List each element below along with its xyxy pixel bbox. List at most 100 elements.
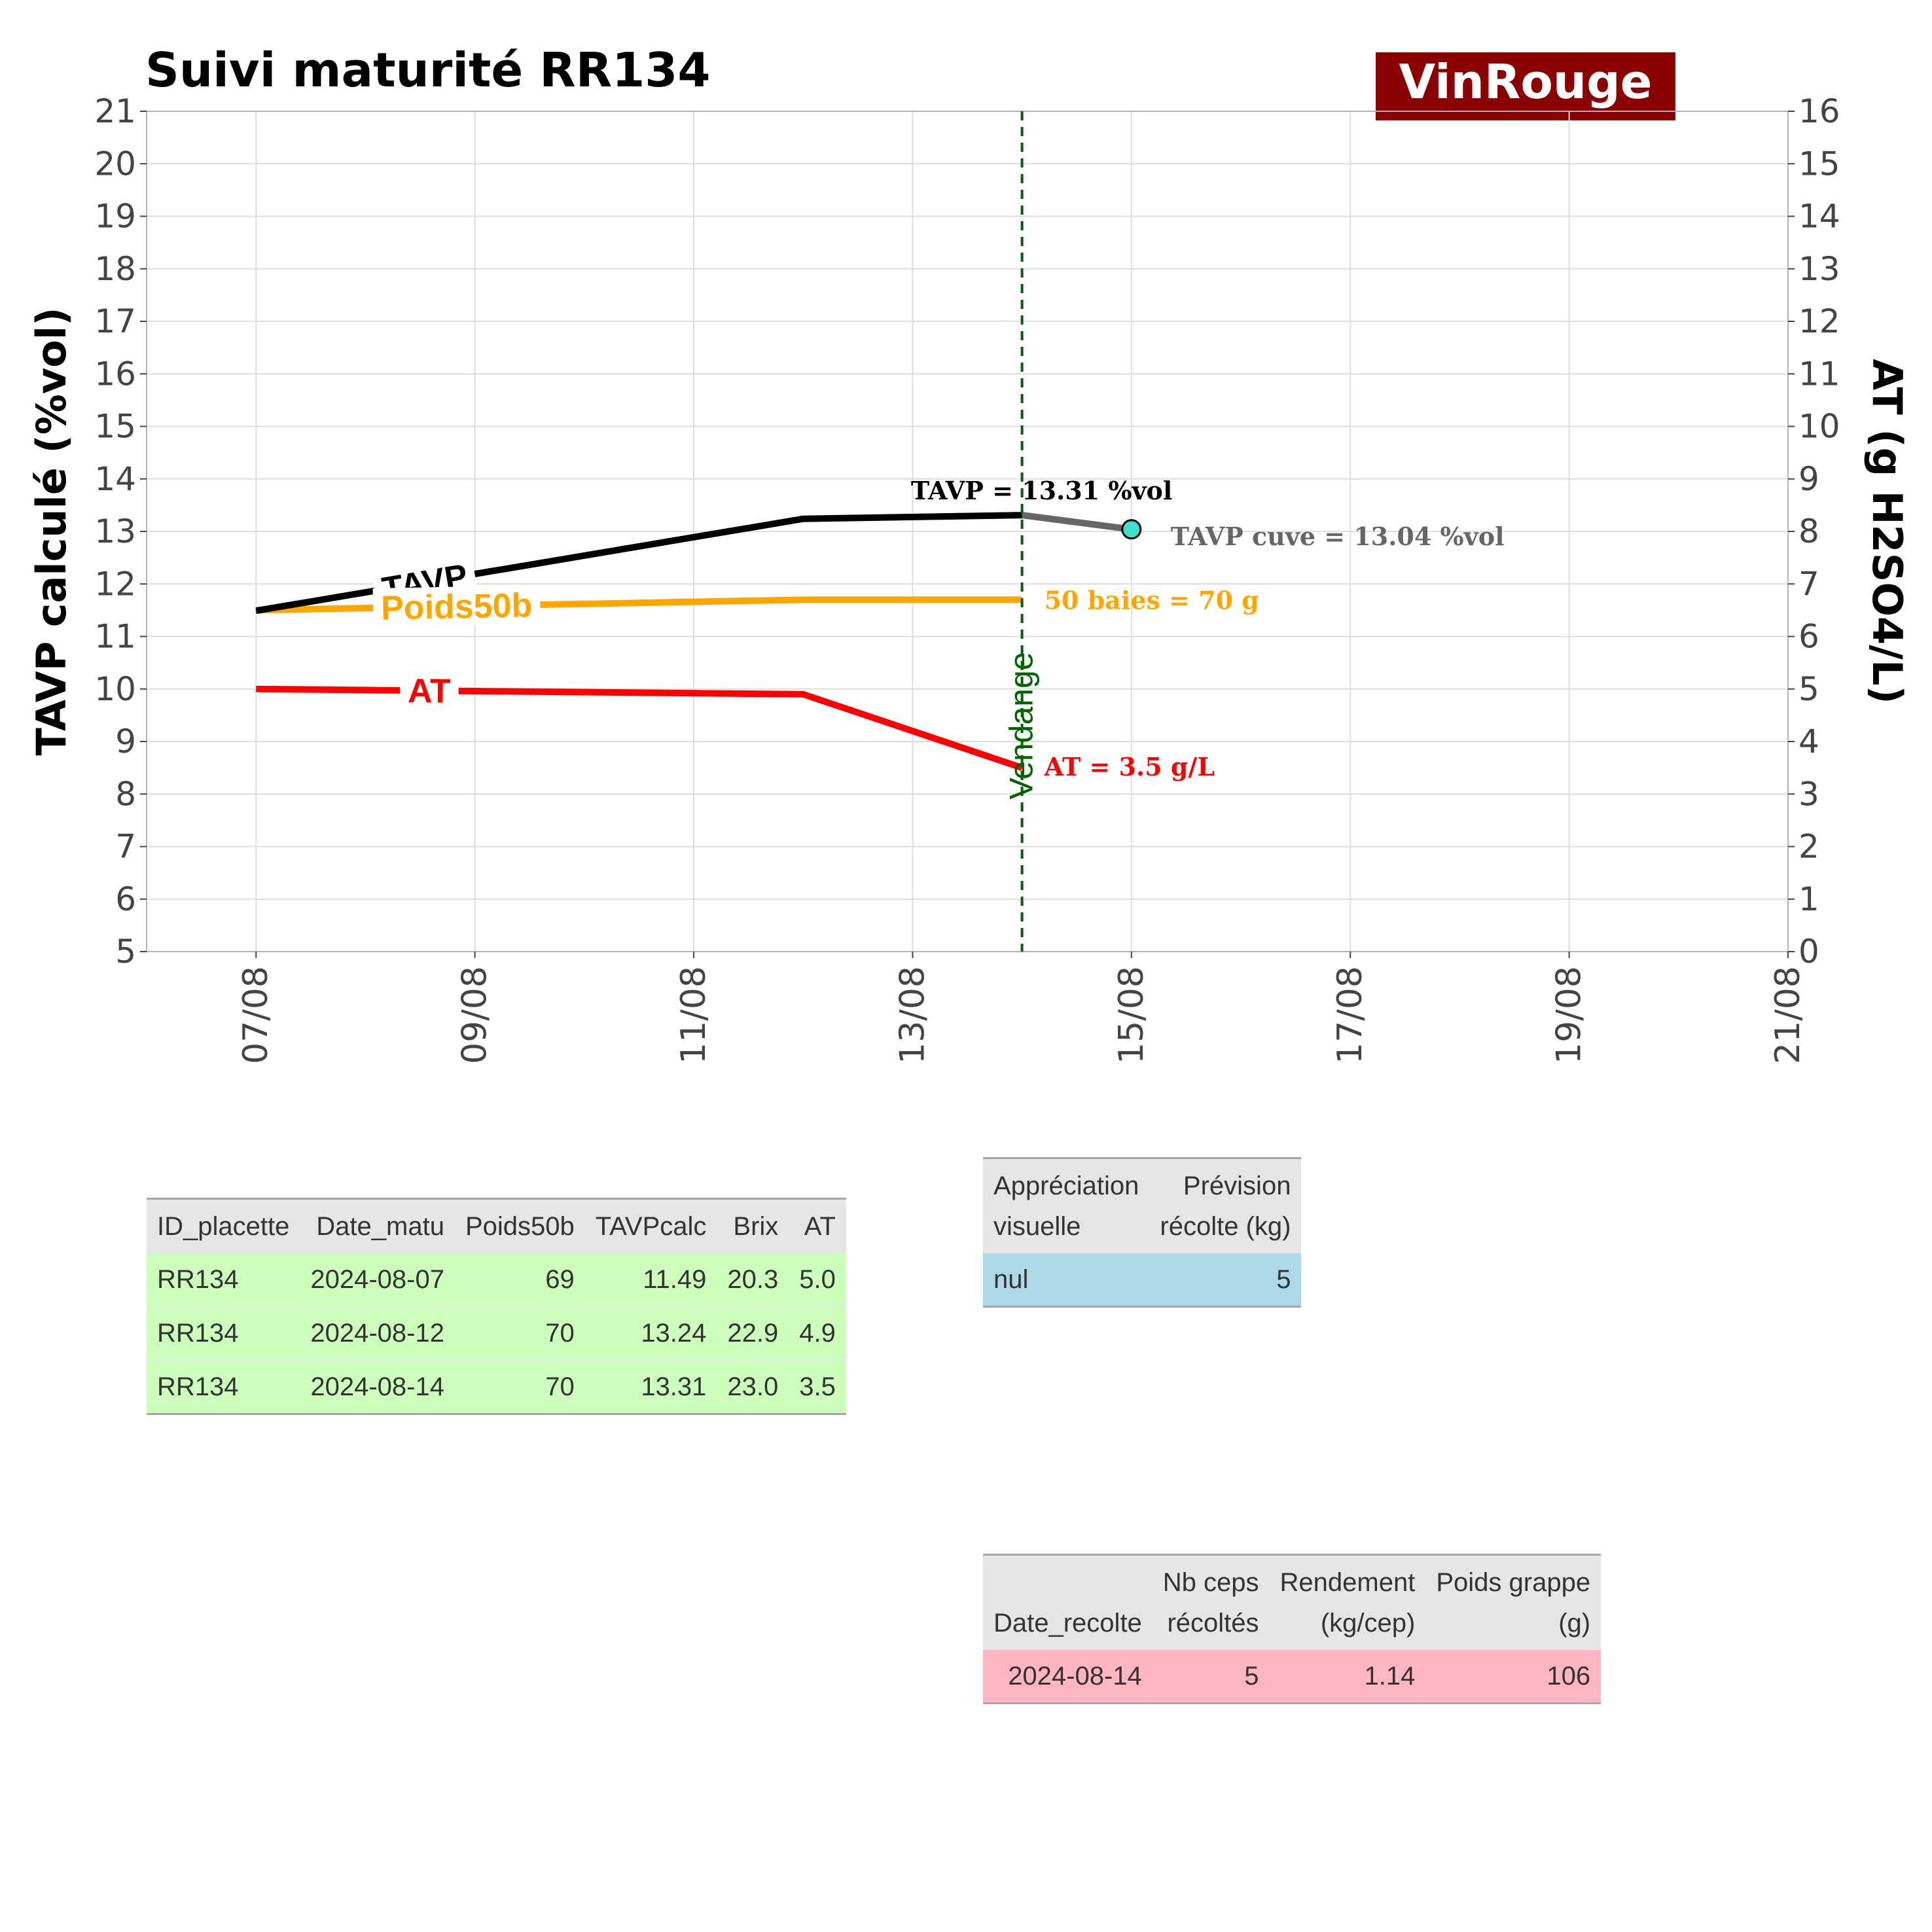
y-axis-left: 5 6 7 8 9 10 11 12 13 14 15 16 17 18 19 20 21: [94, 92, 147, 971]
y-tick-label-left: 21: [94, 92, 136, 130]
y-tick-label-right: 4: [1798, 723, 1819, 760]
y-axis-left-label: TAVP calculé (%vol): [27, 308, 75, 756]
y-tick-label-left: 15: [94, 408, 136, 446]
cell: 5.0: [789, 1253, 846, 1307]
cell: 2024-08-07: [300, 1253, 455, 1307]
header-line: Nb ceps: [1162, 1568, 1259, 1597]
header-brix: Brix: [717, 1198, 789, 1253]
vendange-label: Vendange: [1003, 652, 1040, 799]
y-tick-label-left: 17: [94, 302, 136, 340]
table-prevision: Appréciation visuelle Prévision récolte …: [983, 1157, 1302, 1308]
table-header-row: Appréciation visuelle Prévision récolte …: [983, 1158, 1302, 1253]
header-nb-ceps: Nb ceps récoltés: [1152, 1554, 1270, 1650]
header-prevision: Prévision récolte (kg): [1149, 1158, 1302, 1253]
annotation-poids: 50 baies = 70 g: [1045, 585, 1259, 615]
series-label-poids50b: Poids50b: [381, 586, 533, 627]
header-line: récolte (kg): [1160, 1212, 1291, 1241]
cell: 13.24: [584, 1306, 717, 1361]
header-line: visuelle: [993, 1212, 1081, 1241]
y-tick-label-left: 16: [94, 355, 136, 393]
y-tick-label-right: 13: [1798, 250, 1840, 288]
series-line-poids50b: [256, 596, 1022, 614]
cell: 11.49: [584, 1253, 717, 1307]
table-header-row: Date_recolte Nb ceps récoltés Rendement …: [983, 1554, 1601, 1650]
annotation-tavp: TAVP = 13.31 %vol: [911, 476, 1172, 505]
y-tick-label-right: 11: [1798, 355, 1840, 393]
y-tick-label-left: 6: [115, 880, 136, 918]
cell: 2024-08-14: [983, 1650, 1153, 1704]
y-tick-label-right: 1: [1798, 880, 1819, 918]
header-line: Rendement: [1279, 1568, 1416, 1597]
y-tick-label-left: 5: [115, 933, 136, 971]
cell: 70: [454, 1360, 585, 1415]
x-tick-label: 21/08: [1768, 966, 1808, 1064]
header-poids-grappe: Poids grappe (g): [1425, 1554, 1601, 1650]
cell: 13.31: [584, 1360, 717, 1415]
header-rendement: Rendement (kg/cep): [1269, 1554, 1426, 1650]
series-label-group: AT: [399, 670, 459, 711]
annotation-tavp-cuve: TAVP cuve = 13.04 %vol: [1171, 522, 1505, 551]
x-tick-label: 13/08: [893, 966, 932, 1064]
badge: VinRouge: [1376, 52, 1675, 120]
cell: 3.5: [789, 1360, 846, 1415]
grid: [147, 111, 1789, 952]
header-line: récoltés: [1167, 1609, 1259, 1637]
series-label-background: [372, 585, 541, 628]
header-line: Poids grappe: [1436, 1568, 1591, 1597]
x-tick-label: 09/08: [456, 966, 495, 1064]
header-line: Appréciation: [993, 1172, 1139, 1200]
y-tick-label-right: 7: [1798, 565, 1819, 603]
chart-title: Suivi maturité RR134: [145, 43, 710, 98]
y-tick-label-right: 16: [1798, 92, 1840, 130]
y-tick-label-right: 3: [1798, 775, 1819, 813]
y-tick-label-right: 2: [1798, 828, 1819, 866]
table-maturite: ID_placette Date_matu Poids50b TAVPcalc …: [147, 1198, 846, 1415]
cell: RR134: [147, 1360, 300, 1415]
table-row: nul 5: [983, 1253, 1302, 1308]
x-tick-label: 19/08: [1550, 966, 1589, 1064]
y-tick-label-left: 8: [115, 775, 136, 813]
series-label-group: Poids50b: [372, 585, 541, 628]
table-row: RR134 2024-08-12 70 13.24 22.9 4.9: [147, 1306, 846, 1361]
y-tick-label-left: 18: [94, 250, 136, 288]
cell: 69: [454, 1253, 585, 1307]
y-tick-label-right: 8: [1798, 512, 1819, 550]
cell: 2024-08-12: [300, 1306, 455, 1361]
table-row: RR134 2024-08-07 69 11.49 20.3 5.0: [147, 1253, 846, 1307]
y-tick-label-right: 0: [1798, 933, 1819, 971]
header-line: Prévision: [1183, 1172, 1291, 1200]
header-appreciation: Appréciation visuelle: [983, 1158, 1150, 1253]
tavp-cuve-point: [1121, 519, 1142, 540]
y-axis-right-label: AT (g H2SO4/L): [1863, 359, 1911, 704]
header-id-placette: ID_placette: [147, 1198, 300, 1253]
annotation-at: AT = 3.5 g/L: [1044, 752, 1215, 781]
y-tick-label-right: 6: [1798, 618, 1819, 656]
cell: 70: [454, 1306, 585, 1361]
cell: 2024-08-14: [300, 1360, 455, 1415]
y-tick-label-left: 9: [115, 723, 136, 760]
y-tick-label-left: 7: [115, 828, 136, 866]
x-tick-label: 07/08: [236, 966, 276, 1064]
header-at: AT: [789, 1198, 846, 1253]
y-tick-label-left: 11: [94, 618, 136, 656]
cell: 1.14: [1269, 1650, 1426, 1704]
y-tick-label-right: 10: [1798, 408, 1840, 446]
header-date-recolte: Date_recolte: [983, 1554, 1153, 1650]
cell: nul: [983, 1253, 1150, 1308]
y-tick-label-left: 13: [94, 512, 136, 550]
y-tick-label-left: 20: [94, 145, 136, 183]
series-line-tavp: [255, 512, 1022, 615]
header-line: (kg/cep): [1320, 1609, 1416, 1637]
badge-text: VinRouge: [1399, 54, 1653, 109]
y-tick-label-left: 12: [94, 565, 136, 603]
tavp-cuve-segment: [1021, 512, 1132, 533]
x-tick-label: 17/08: [1331, 966, 1370, 1064]
chart: Suivi maturité RR134 VinRouge 5678910111…: [27, 43, 1911, 1064]
table-row: 2024-08-14 5 1.14 106: [983, 1650, 1601, 1704]
x-axis: 07/08 09/08 11/08 13/08 15/08 17/08 19/08 21/08: [236, 952, 1808, 1064]
y-tick-label-left: 10: [94, 670, 136, 708]
table-header-row: ID_placette Date_matu Poids50b TAVPcalc …: [147, 1198, 846, 1253]
y-tick-label-left: 14: [94, 460, 136, 498]
table-recolte: Date_recolte Nb ceps récoltés Rendement …: [983, 1554, 1601, 1704]
